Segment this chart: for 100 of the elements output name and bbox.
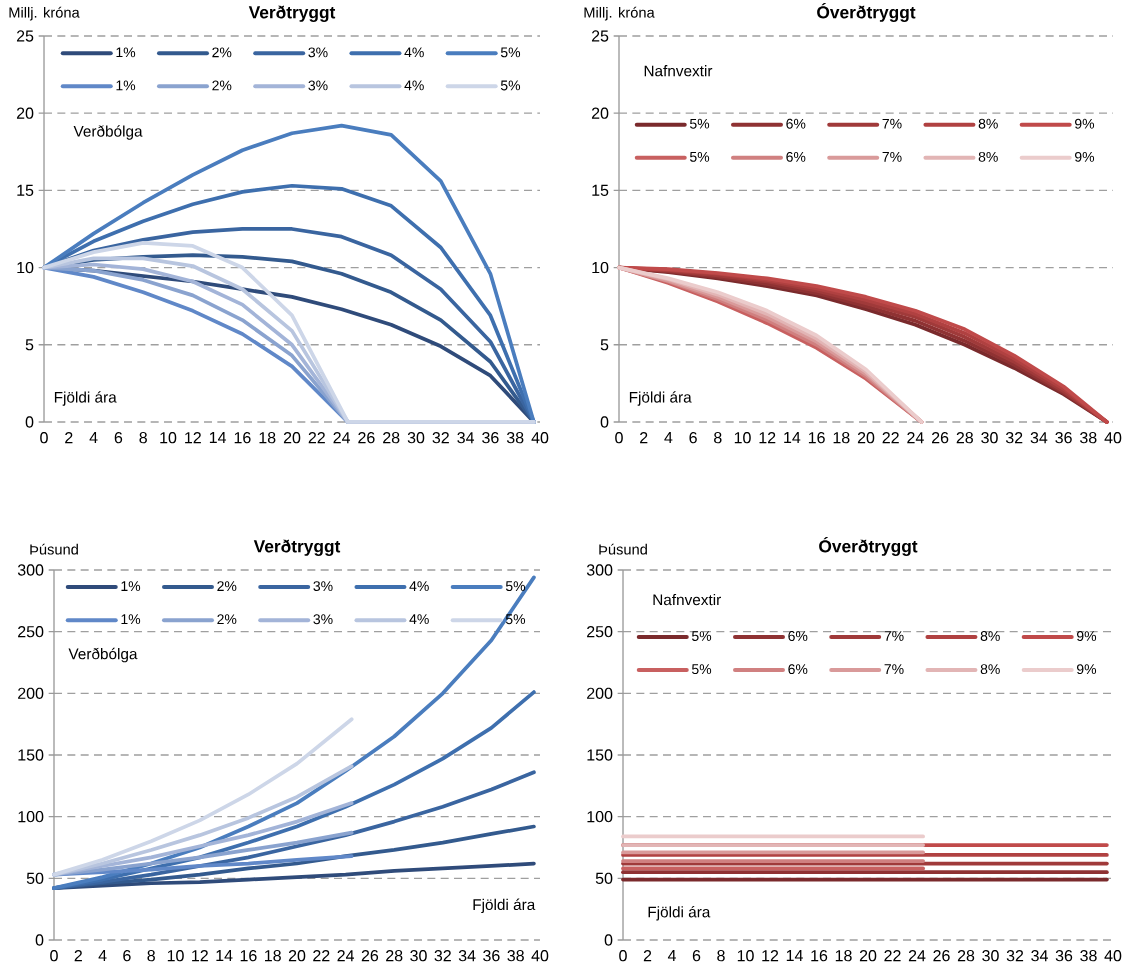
x-tick-label: 40: [531, 950, 549, 962]
legend-label: 9%: [1075, 151, 1095, 162]
legend-label: 5%: [691, 631, 712, 641]
x-axis-title: Fjöldi ára: [473, 898, 536, 914]
y-tick-label: 200: [587, 687, 613, 699]
legend-label: 6%: [788, 631, 808, 642]
y-axis-title: Þúsund: [30, 543, 78, 555]
x-tick-label: 10: [734, 432, 751, 444]
x-tick-label: 30: [981, 432, 998, 444]
y-tick-label: 15: [592, 184, 609, 196]
y-axis-title: Millj. króna: [9, 6, 80, 21]
x-tick-label: 10: [160, 432, 177, 444]
legend-label: 3%: [308, 80, 328, 91]
legend-title: Verðbólga: [73, 125, 143, 140]
legend-label: 4%: [409, 581, 429, 591]
x-tick-label: 16: [808, 432, 825, 444]
legend-label: 9%: [1077, 631, 1097, 642]
x-tick-label: 8: [139, 432, 147, 444]
x-tick-label: 24: [333, 432, 351, 444]
x-tick-label: 40: [1104, 432, 1122, 444]
x-tick-label: 40: [531, 432, 549, 444]
chart-title: Óverðtryggt: [817, 2, 916, 22]
x-tick-label: 28: [956, 432, 973, 444]
x-tick-label: 26: [932, 432, 949, 444]
legend-label: 5%: [689, 118, 710, 129]
x-tick-label: 20: [283, 432, 301, 444]
legend-label: 2%: [212, 80, 232, 91]
x-tick-label: 2: [65, 432, 73, 444]
legend-label: 2%: [212, 47, 232, 58]
y-tick-label: 250: [587, 626, 613, 638]
x-tick-label: 38: [1080, 950, 1097, 962]
x-tick-label: 26: [933, 950, 950, 962]
x-tick-label: 24: [908, 950, 926, 962]
x-tick-label: 6: [692, 950, 701, 962]
y-tick-label: 50: [595, 872, 613, 884]
x-tick-label: 28: [383, 432, 400, 444]
x-tick-label: 2: [74, 950, 82, 962]
x-tick-label: 20: [857, 432, 875, 444]
y-tick-label: 0: [600, 416, 609, 428]
x-tick-label: 0: [619, 950, 627, 962]
x-tick-label: 12: [185, 432, 201, 444]
x-tick-label: 34: [1030, 432, 1048, 444]
legend-title: Nafnvextir: [653, 593, 721, 606]
y-tick-label: 150: [587, 749, 613, 761]
x-tick-label: 14: [216, 950, 233, 962]
legend-label: 8%: [978, 151, 998, 162]
legend-label: 6%: [788, 664, 808, 675]
y-tick-label: 100: [587, 810, 613, 823]
x-tick-label: 32: [1006, 950, 1024, 962]
y-tick-label: 50: [26, 872, 44, 884]
legend-label: 1%: [121, 581, 141, 591]
x-tick-label: 24: [337, 950, 355, 962]
x-tick-label: 6: [114, 432, 123, 444]
x-tick-label: 6: [689, 432, 697, 444]
x-tick-label: 12: [762, 950, 779, 962]
legend-label: 9%: [1075, 118, 1095, 129]
y-tick-label: 0: [604, 934, 613, 946]
legend-label: 7%: [882, 151, 902, 162]
x-tick-label: 10: [737, 950, 754, 962]
x-tick-label: 22: [308, 432, 325, 444]
x-tick-label: 14: [786, 950, 803, 962]
y-tick-label: 300: [17, 564, 44, 576]
x-axis-title: Fjöldi ára: [648, 906, 711, 921]
legend-label: 5%: [505, 614, 526, 625]
chart-title: Verðtryggt: [253, 539, 341, 556]
legend-label: 5%: [691, 664, 712, 675]
legend-label: 1%: [116, 80, 136, 91]
legend-label: 3%: [308, 47, 328, 58]
x-tick-label: 18: [833, 432, 850, 444]
legend-label: 5%: [500, 80, 521, 91]
y-tick-label: 20: [591, 107, 609, 119]
x-tick-label: 4: [667, 950, 676, 962]
legend-label: 8%: [978, 118, 998, 129]
y-tick-label: 300: [586, 564, 613, 576]
chart-title: Verðtryggt: [248, 5, 336, 22]
x-tick-label: 18: [835, 950, 852, 962]
x-tick-label: 32: [434, 950, 451, 962]
legend-label: 6%: [786, 118, 806, 129]
x-tick-label: 18: [265, 950, 281, 962]
x-tick-label: 28: [386, 950, 403, 962]
x-tick-label: 12: [192, 950, 208, 962]
x-tick-label: 30: [410, 950, 427, 962]
y-tick-label: 25: [16, 30, 34, 42]
y-tick-label: 200: [18, 687, 44, 699]
x-tick-label: 36: [1055, 432, 1072, 444]
x-tick-label: 22: [884, 950, 901, 962]
y-tick-label: 10: [17, 261, 34, 274]
y-tick-label: 0: [25, 416, 34, 428]
x-tick-label: 16: [240, 950, 257, 962]
legend-label: 4%: [404, 47, 424, 58]
y-tick-label: 250: [18, 626, 44, 638]
x-tick-label: 18: [259, 432, 276, 444]
legend-title: Verðbólga: [68, 647, 138, 663]
legend-label: 9%: [1077, 664, 1097, 675]
x-tick-label: 36: [483, 950, 500, 962]
y-tick-label: 5: [25, 339, 34, 351]
legend-label: 4%: [409, 614, 429, 625]
x-tick-label: 10: [167, 950, 184, 962]
x-tick-label: 14: [209, 432, 227, 444]
x-tick-label: 20: [859, 950, 877, 962]
